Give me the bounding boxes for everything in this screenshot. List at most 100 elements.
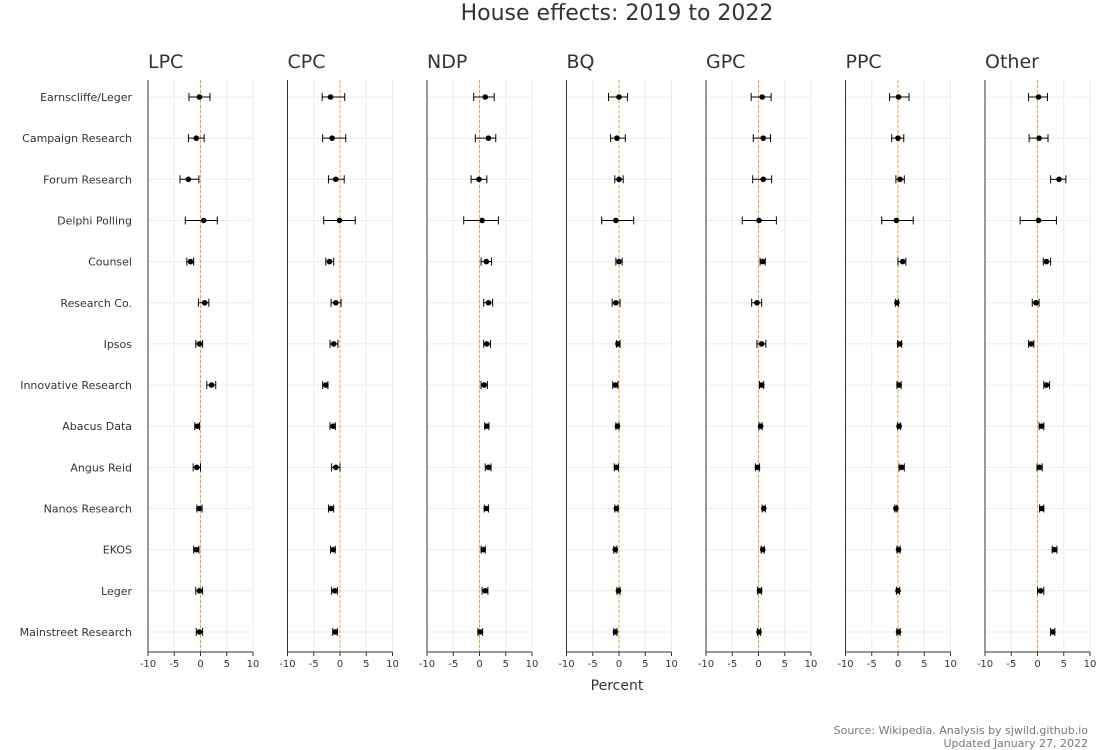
- estimate-point: [895, 588, 901, 594]
- estimate-point: [616, 94, 622, 100]
- estimate-point: [336, 217, 343, 224]
- panel-cpc: CPC -10 -5 0 5 10: [279, 51, 399, 670]
- pollster-label: Abacus Data: [62, 420, 132, 433]
- estimate-point: [614, 423, 621, 430]
- estimate-point: [756, 588, 763, 594]
- panel-ndp: NDP -10 -5 0 5 10: [419, 51, 539, 670]
- estimate-point: [1043, 382, 1050, 388]
- updated-note: Updated January 27, 2022: [944, 737, 1089, 750]
- estimate-point: [1051, 546, 1058, 553]
- pollster-label: Mainstreet Research: [20, 626, 132, 639]
- x-tick-label: 0: [1034, 659, 1040, 670]
- estimate-point: [895, 546, 902, 553]
- estimate-point: [328, 505, 334, 512]
- estimate-point: [895, 94, 902, 100]
- x-tick-label: -10: [419, 659, 435, 670]
- estimate-point: [1036, 464, 1043, 471]
- estimate-point: [196, 341, 203, 347]
- estimate-point: [484, 341, 490, 347]
- x-tick-label: -10: [837, 659, 853, 670]
- panel-lpc: LPC -10 -5 0 5 10: [140, 51, 260, 670]
- estimate-point: [759, 546, 766, 553]
- estimate-point: [757, 423, 764, 430]
- estimate-point: [760, 135, 767, 141]
- estimate-point: [896, 341, 903, 347]
- panel-title: Other: [985, 51, 1039, 73]
- estimate-point: [756, 629, 762, 635]
- x-tick-label: -10: [279, 659, 295, 670]
- x-tick-label: 0: [476, 659, 482, 670]
- pollster-label: Angus Reid: [70, 461, 132, 474]
- estimate-point: [332, 629, 339, 635]
- pollster-label: Innovative Research: [20, 379, 132, 392]
- estimate-point: [333, 464, 339, 471]
- x-tick-label: -5: [309, 659, 319, 670]
- estimate-point: [196, 94, 203, 100]
- panel-title: NDP: [427, 51, 467, 73]
- panel-title: PPC: [846, 51, 882, 73]
- estimate-point: [201, 299, 208, 306]
- estimate-point: [330, 423, 336, 430]
- estimate-point: [193, 546, 200, 553]
- estimate-point: [331, 588, 338, 594]
- panel-other: Other -10 -5 0 5 10: [977, 51, 1097, 670]
- estimate-point: [196, 629, 203, 635]
- estimate-point: [899, 258, 906, 265]
- estimate-point: [613, 299, 619, 306]
- x-tick-label: 10: [247, 659, 260, 670]
- estimate-point: [485, 464, 492, 471]
- x-tick-label: 10: [665, 659, 678, 670]
- estimate-point: [760, 505, 767, 512]
- x-tick-label: -10: [140, 659, 156, 670]
- estimate-point: [754, 299, 760, 306]
- panel-ppc: PPC -10 -5 0 5 10: [837, 51, 957, 670]
- x-tick-label: 0: [895, 659, 901, 670]
- estimate-point: [616, 176, 622, 183]
- x-tick-label: -10: [558, 659, 574, 670]
- estimate-point: [483, 505, 490, 512]
- estimate-point: [196, 588, 203, 594]
- x-tick-label: 5: [782, 659, 788, 670]
- estimate-point: [893, 217, 900, 224]
- estimate-point: [1035, 217, 1042, 224]
- estimate-point: [330, 341, 337, 347]
- estimate-point: [1043, 258, 1050, 265]
- x-tick-label: -5: [727, 659, 737, 670]
- x-tick-label: -5: [169, 659, 179, 670]
- estimate-point: [759, 94, 765, 100]
- estimate-point: [480, 546, 486, 553]
- estimate-point: [485, 135, 492, 141]
- estimate-point: [1035, 94, 1042, 100]
- pollster-label: Research Co.: [60, 297, 132, 310]
- estimate-point: [896, 382, 902, 388]
- x-axis-label: Percent: [591, 678, 644, 694]
- pollster-label: Nanos Research: [44, 503, 132, 516]
- estimate-point: [1036, 135, 1042, 141]
- estimate-point: [612, 382, 619, 388]
- x-tick-label: 5: [503, 659, 509, 670]
- estimate-point: [482, 94, 489, 100]
- x-tick-label: 0: [197, 659, 203, 670]
- x-tick-label: 10: [386, 659, 399, 670]
- estimate-point: [196, 505, 203, 512]
- estimate-point: [481, 382, 488, 388]
- estimate-point: [1038, 505, 1045, 512]
- estimate-point: [193, 135, 200, 141]
- x-tick-label: 5: [1061, 659, 1067, 670]
- panels-group: LPC -10 -5 0 5 10 CPC -10 -5 0 5 10 NDP -10 -5 0 5 10 BQ -1…: [140, 51, 1097, 670]
- pollster-labels: Earnscliffe/Leger Campaign Research Forum …: [20, 91, 133, 639]
- x-tick-label: -5: [867, 659, 877, 670]
- estimate-point: [1056, 176, 1062, 183]
- estimate-point: [333, 299, 339, 306]
- estimate-point: [613, 217, 619, 224]
- estimate-point: [1028, 341, 1034, 347]
- estimate-point: [615, 341, 621, 347]
- estimate-point: [329, 135, 335, 141]
- x-tick-label: 10: [1084, 659, 1097, 670]
- estimate-point: [485, 299, 492, 306]
- panel-bq: BQ -10 -5 0 5 10: [558, 51, 678, 670]
- panel-gpc: GPC -10 -5 0 5 10: [698, 51, 818, 670]
- pollster-label: EKOS: [103, 544, 132, 557]
- estimate-point: [756, 217, 762, 224]
